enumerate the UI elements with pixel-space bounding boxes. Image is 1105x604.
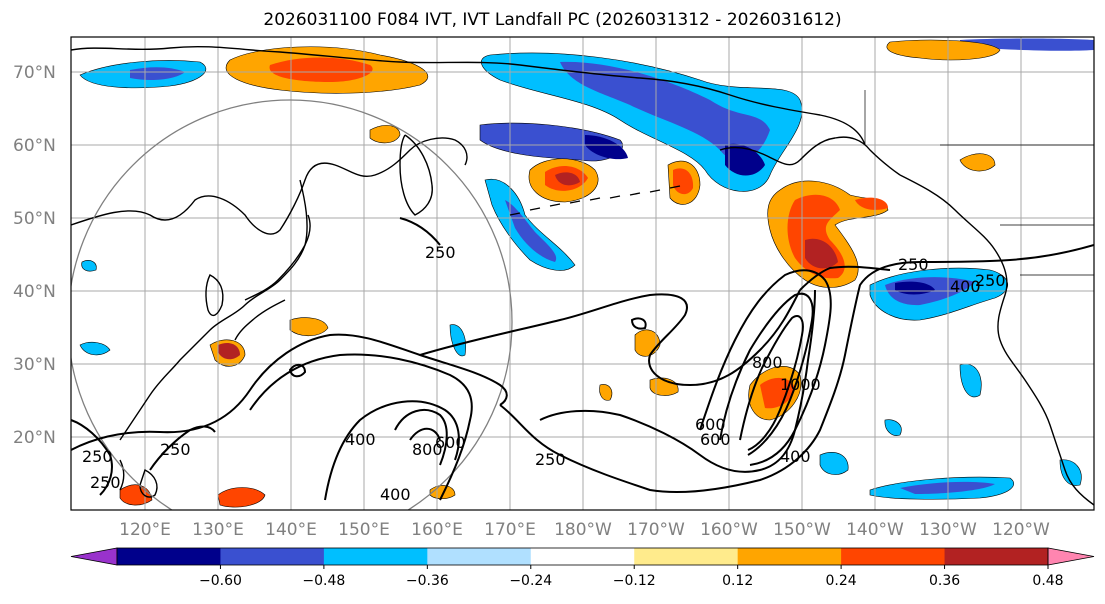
colorbar-tick-label: −0.60 — [199, 573, 242, 589]
pc-shading — [79, 38, 1094, 508]
lon-label: 120°W — [992, 520, 1050, 540]
contour-label: 250 — [535, 450, 566, 469]
lon-label: 130°W — [919, 520, 977, 540]
colorbar-tick-label: −0.12 — [613, 573, 656, 589]
colorbar-segment — [530, 548, 635, 565]
colorbar-segment — [427, 548, 532, 565]
lon-label: 180°W — [554, 520, 612, 540]
contour-label: 400 — [345, 430, 376, 449]
colorbar-extend-low — [70, 547, 118, 566]
lon-label: 160°W — [700, 520, 758, 540]
contour-label: 250 — [898, 255, 929, 274]
lat-label: 70°N — [13, 63, 56, 83]
colorbar-segment — [220, 548, 325, 565]
lon-label: 150°E — [338, 520, 390, 540]
contour-label: 400 — [950, 277, 981, 296]
colorbar-tick-label: 0.12 — [722, 573, 753, 589]
contour-label: 400 — [780, 447, 811, 466]
contour-label: 1000 — [780, 375, 821, 394]
lat-label: 50°N — [13, 209, 56, 229]
colorbar-extend-high — [1047, 547, 1095, 566]
graticule — [71, 37, 1094, 510]
coastlines — [71, 45, 1094, 506]
contour-label: 250 — [82, 447, 113, 466]
colorbar: −0.60 −0.48 −0.36 −0.24 −0.12 0.12 0.24 0.36 0.4… — [70, 547, 1095, 589]
contour-label: 250 — [90, 473, 121, 492]
contour-label: 800 — [412, 440, 443, 459]
colorbar-segment — [323, 548, 428, 565]
lon-label: 170°E — [484, 520, 536, 540]
ivt-contours — [71, 217, 1094, 501]
contour-label: 600 — [435, 433, 466, 452]
lon-label: 150°W — [773, 520, 831, 540]
lon-label: 140°E — [265, 520, 317, 540]
colorbar-tick-label: −0.48 — [302, 573, 345, 589]
contour-label: 250 — [160, 440, 191, 459]
contour-labels: 250 250 250 250 250 400 400 600 800 250 … — [82, 243, 1006, 504]
lat-label: 60°N — [13, 136, 56, 156]
colorbar-tick-label: 0.48 — [1032, 573, 1063, 589]
contour-label: 600 — [695, 415, 726, 434]
contour-label: 250 — [975, 271, 1006, 290]
influence-circle — [71, 99, 513, 510]
longitude-labels: 120°E 130°E 140°E 150°E 160°E 170°E 180°… — [119, 520, 1050, 540]
latitude-labels: 70°N 60°N 50°N 40°N 30°N 20°N — [13, 63, 56, 448]
lon-label: 160°E — [411, 520, 463, 540]
colorbar-segment — [634, 548, 739, 565]
colorbar-outline — [116, 547, 1049, 566]
lat-label: 40°N — [13, 282, 56, 302]
lon-label: 170°W — [627, 520, 685, 540]
colorbar-segment — [841, 548, 946, 565]
lat-label: 20°N — [13, 428, 56, 448]
colorbar-segment — [944, 548, 1049, 565]
contour-label: 800 — [752, 353, 783, 372]
lon-label: 130°E — [192, 520, 244, 540]
lat-label: 30°N — [13, 355, 56, 375]
colorbar-tick-label: −0.24 — [509, 573, 552, 589]
lon-label: 120°E — [119, 520, 171, 540]
contour-label: 600 — [700, 430, 731, 449]
contour-label: 400 — [380, 485, 411, 504]
colorbar-segment — [737, 548, 842, 565]
borders — [864, 90, 1094, 276]
colorbar-tick-label: 0.24 — [826, 573, 857, 589]
colorbar-segment — [117, 548, 221, 565]
map-title: 2026031100 F084 IVT, IVT Landfall PC (20… — [263, 10, 842, 30]
lon-label: 140°W — [846, 520, 904, 540]
contour-label: 250 — [425, 243, 456, 262]
colorbar-tick-label: −0.36 — [406, 573, 449, 589]
colorbar-tick-label: 0.36 — [929, 573, 960, 589]
map-frame — [70, 36, 1095, 511]
